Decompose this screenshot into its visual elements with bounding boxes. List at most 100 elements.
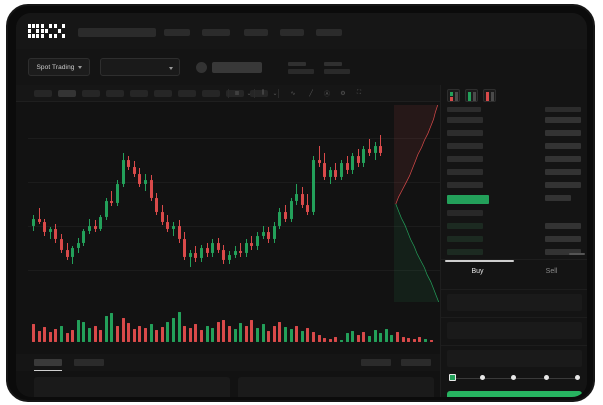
candlestick [172, 102, 175, 302]
candlestick [284, 102, 287, 302]
volume-bar [323, 337, 327, 342]
amount-slider-stop-25[interactable] [480, 375, 485, 380]
orderbook-ask-row[interactable] [447, 182, 483, 188]
candlestick [121, 102, 125, 302]
timeframe-button-2[interactable] [58, 90, 76, 97]
orderbook-bid-row[interactable] [447, 236, 483, 242]
timeframe-button-1[interactable] [34, 90, 52, 97]
volume-bar [149, 323, 153, 342]
candlestick [345, 102, 349, 302]
volume-bar [412, 338, 416, 342]
volume-bar [200, 330, 203, 342]
timeframe-button-3[interactable] [82, 90, 100, 97]
volume-bar [88, 328, 91, 342]
orderbook-scrollbar[interactable] [569, 253, 585, 255]
bottom-action-1[interactable] [361, 359, 391, 366]
nav-item-5[interactable] [316, 29, 342, 36]
nav-item-1[interactable] [164, 29, 190, 36]
orderbook-bid-row[interactable] [447, 210, 483, 216]
price-chart[interactable] [16, 102, 440, 302]
chart-type-icon[interactable]: ⫼ [261, 90, 265, 96]
candlestick [289, 102, 293, 302]
logo-glyph-x [54, 23, 65, 38]
active-tab-indicator [34, 370, 62, 371]
timeframe-button-8[interactable] [202, 90, 220, 97]
order-price-field[interactable] [447, 294, 582, 311]
orderbook-asks-icon[interactable] [483, 89, 496, 102]
volume-bar [104, 316, 108, 342]
orderbook-ask-row[interactable] [447, 143, 483, 149]
volume-bar [177, 312, 181, 342]
nav-item-2[interactable] [202, 29, 230, 36]
timeframe-button-6[interactable] [154, 90, 172, 97]
volume-bar [60, 325, 63, 342]
okx-logo-icon[interactable] [28, 23, 66, 38]
volume-bar [244, 325, 248, 342]
orderbook-view-modes [447, 89, 496, 102]
volume-bar [256, 328, 259, 342]
search-input[interactable] [78, 28, 156, 37]
order-total-field[interactable] [447, 350, 582, 367]
candlestick [177, 102, 181, 302]
nav-item-3[interactable] [244, 29, 268, 36]
timeframe-button-7[interactable] [178, 90, 196, 97]
volume-bar [144, 328, 147, 342]
nav-item-4[interactable] [280, 29, 304, 36]
form-divider-2 [441, 317, 587, 318]
bottom-action-2[interactable] [401, 359, 431, 366]
timeframe-button-9[interactable] [226, 90, 244, 97]
candlestick [138, 102, 142, 302]
orderbook-both-icon[interactable] [447, 89, 460, 102]
drawing-pencil-icon[interactable]: ╱ [309, 91, 313, 97]
candlestick [239, 102, 243, 302]
amount-slider-stop-100[interactable] [575, 375, 580, 380]
orderbook-ask-row[interactable] [447, 156, 483, 162]
timeframe-button-10[interactable] [250, 90, 268, 97]
amount-slider-handle[interactable] [449, 374, 456, 381]
candlestick [110, 102, 114, 302]
bottom-tab-1[interactable] [34, 359, 62, 366]
tab-sell[interactable]: Sell [545, 268, 558, 275]
candlestick [216, 102, 220, 302]
order-amount-field[interactable] [447, 322, 582, 339]
chevron-down-icon[interactable]: ⌄ [246, 91, 252, 97]
candlestick [261, 102, 265, 302]
settings-gear-icon[interactable]: ⚙ [340, 91, 346, 97]
pair-selector[interactable] [100, 58, 180, 76]
timeframe-button-4[interactable] [106, 90, 124, 97]
candlestick [82, 102, 86, 302]
amount-slider-stop-75[interactable] [544, 375, 549, 380]
chart-toolbar: ≣ ⌄ ⫼ ⌄ ∿ ╱ Ⓐ ⚙ ⛶ [16, 85, 440, 102]
volume-bar [239, 322, 243, 342]
chevron-down-icon[interactable]: ⌄ [272, 91, 278, 97]
orderbook-ask-row[interactable] [447, 169, 483, 175]
candlestick [48, 102, 52, 302]
interval-icon[interactable]: ≣ [234, 91, 240, 97]
volume-bar [172, 318, 175, 342]
orderbook-bids-icon[interactable] [465, 89, 478, 102]
candlestick [334, 102, 338, 302]
trading-mode-selector[interactable]: Spot Trading [28, 58, 90, 76]
fullscreen-icon[interactable]: ⛶ [356, 90, 362, 96]
submit-buy-button[interactable] [447, 391, 582, 397]
candlestick [356, 102, 360, 302]
volume-bar [233, 329, 237, 342]
orderbook-bid-row[interactable] [447, 223, 483, 229]
volume-bar [65, 333, 69, 342]
toolbar-divider-3 [278, 89, 279, 98]
timeframe-button-5[interactable] [130, 90, 148, 97]
volume-chart [16, 302, 440, 354]
tab-buy[interactable]: Buy [471, 268, 484, 275]
magnet-icon[interactable]: Ⓐ [323, 92, 330, 98]
indicator-icon[interactable]: ∿ [290, 91, 296, 97]
candlestick [368, 102, 371, 302]
candlestick [233, 102, 237, 302]
volume-bar [328, 338, 332, 342]
amount-slider-stop-50[interactable] [511, 375, 516, 380]
orderbook-ask-row[interactable] [447, 130, 483, 136]
orderbook-ask-row[interactable] [447, 117, 483, 123]
orderbook-bid-row[interactable] [447, 249, 483, 255]
volume-bar [93, 325, 97, 342]
bottom-tab-2[interactable] [74, 359, 104, 366]
volume-bar [267, 331, 271, 342]
